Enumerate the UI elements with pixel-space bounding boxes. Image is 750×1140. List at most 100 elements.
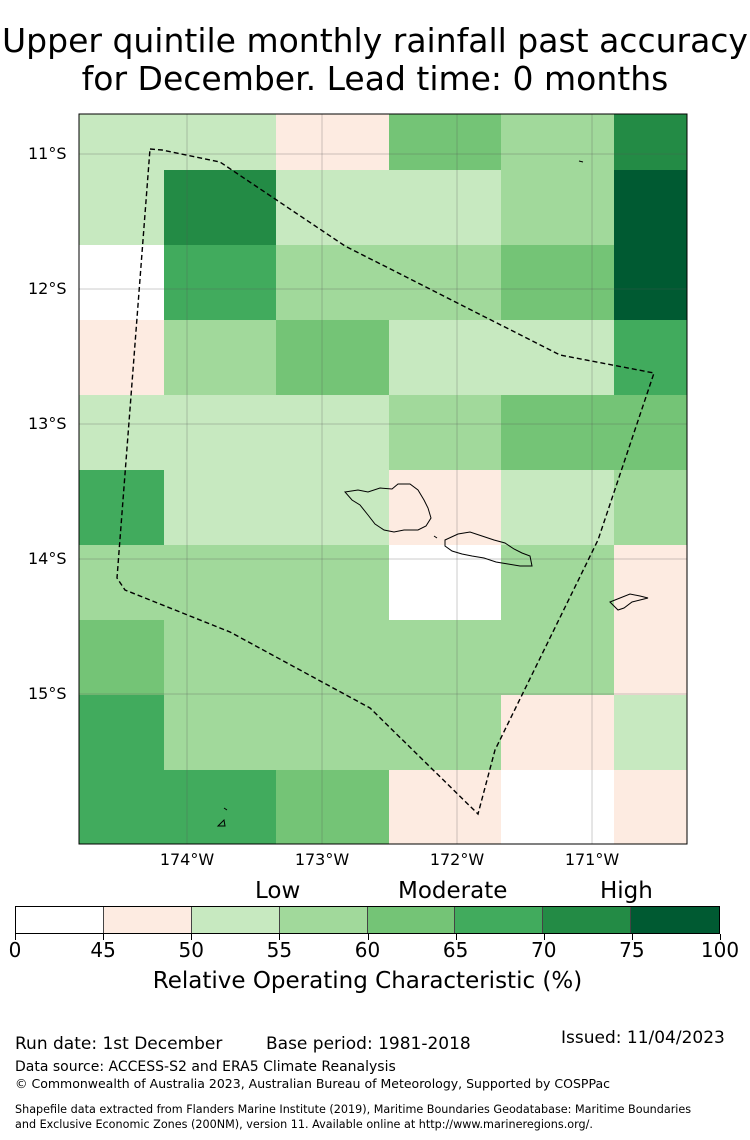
grid-cell <box>501 470 614 545</box>
graticule <box>79 114 687 844</box>
grid-cell <box>164 395 276 470</box>
grid-cell <box>79 620 164 695</box>
grid-cell <box>164 170 276 245</box>
grid-cell <box>501 170 614 245</box>
lat-label-13s: 13°S <box>28 414 67 433</box>
grid-cell <box>276 470 389 545</box>
colorbar-tick <box>543 934 545 940</box>
colorbar-tick-label: 75 <box>619 938 645 962</box>
colorbar <box>15 906 720 934</box>
grid-cell <box>276 620 389 695</box>
colorbar-tick-label: 65 <box>442 938 469 962</box>
grid-cell <box>164 245 276 320</box>
grid-cell <box>501 320 614 395</box>
colorbar-tick <box>631 934 633 940</box>
issued-date: Issued: 11/04/2023 <box>561 1028 725 1048</box>
colorbar-tick <box>367 934 369 940</box>
grid-cell <box>164 695 276 770</box>
chart-title: Upper quintile monthly rainfall past acc… <box>0 22 750 98</box>
lat-label-11s: 11°S <box>28 144 67 163</box>
category-high: High <box>600 878 653 904</box>
grid-cell <box>389 545 501 620</box>
colorbar-tick <box>720 934 721 940</box>
colorbar-segment <box>543 907 632 933</box>
tutuila-island <box>609 593 649 611</box>
colorbar-segment <box>455 907 544 933</box>
grid-cell <box>164 470 276 545</box>
colorbar-tick-label: 60 <box>354 938 381 962</box>
colorbar-tick <box>279 934 281 940</box>
upolu-island <box>444 531 533 567</box>
lon-label-174w: 174°W <box>159 850 215 869</box>
colorbar-segment <box>631 907 719 933</box>
grid-cell <box>276 170 389 245</box>
colorbar-segment <box>279 907 368 933</box>
coastlines <box>216 160 649 827</box>
grid-cell <box>389 695 501 770</box>
grid-cell <box>501 695 614 770</box>
colorbar-segment <box>103 907 192 933</box>
swains-island <box>578 160 584 163</box>
colorbar-segment <box>367 907 456 933</box>
grid-cell <box>276 695 389 770</box>
grid-cell <box>79 245 164 320</box>
grid-cell <box>276 245 389 320</box>
lat-label-15s: 15°S <box>28 684 67 703</box>
grid-cell <box>614 114 687 170</box>
islet <box>433 535 438 539</box>
islet <box>223 807 228 811</box>
grid-cell <box>614 770 687 844</box>
grid-cell <box>276 395 389 470</box>
colorbar-segment <box>191 907 280 933</box>
colorbar-tick-label: 0 <box>8 938 22 962</box>
eez-boundary <box>116 148 655 816</box>
colorbar-tick <box>191 934 193 940</box>
colorbar-tick-label: 70 <box>531 938 557 962</box>
grid-cell <box>79 545 164 620</box>
grid-cell <box>389 114 501 170</box>
grid-cell <box>389 470 501 545</box>
grid-cell <box>164 770 276 844</box>
grid-cell <box>276 320 389 395</box>
shapefile-credit-line-2: and Exclusive Economic Zones (200NM), ve… <box>15 1118 593 1131</box>
grid-cell <box>501 620 614 695</box>
grid-cell <box>614 620 687 695</box>
colorbar-tick-label: 100 <box>700 938 740 962</box>
grid-cell <box>79 695 164 770</box>
grid-cell <box>614 545 687 620</box>
title-line-1: Upper quintile monthly rainfall past acc… <box>2 21 748 60</box>
lat-label-14s: 14°S <box>28 549 67 568</box>
category-moderate: Moderate <box>398 878 508 904</box>
copyright: © Commonwealth of Australia 2023, Austra… <box>15 1076 610 1091</box>
grid-cell <box>501 545 614 620</box>
grid-cell <box>389 245 501 320</box>
colorbar-label: Relative Operating Characteristic (%) <box>152 968 583 994</box>
grid-cell <box>164 545 276 620</box>
lat-label-12s: 12°S <box>28 279 67 298</box>
base-period: Base period: 1981-2018 <box>266 1034 471 1054</box>
grid-cell <box>389 620 501 695</box>
grid-cell <box>389 395 501 470</box>
grid-cell <box>164 620 276 695</box>
grid-cell <box>276 770 389 844</box>
savaii-island <box>344 483 432 533</box>
rose-atoll <box>216 818 226 827</box>
category-low: Low <box>255 878 301 904</box>
grid-cell <box>501 770 614 844</box>
lon-label-173w: 173°W <box>294 850 350 869</box>
grid-cell <box>389 170 501 245</box>
colorbar-tick <box>103 934 105 940</box>
grid-cell <box>79 395 164 470</box>
grid-cell <box>501 395 614 470</box>
colorbar-tick-label: 45 <box>90 938 116 962</box>
grid-cell <box>79 114 164 170</box>
map-plot <box>78 113 688 845</box>
grid-cell <box>389 320 501 395</box>
run-date: Run date: 1st December <box>15 1034 223 1054</box>
lon-label-171w: 171°W <box>564 850 620 869</box>
lon-label-172w: 172°W <box>429 850 485 869</box>
grid-cell <box>276 114 389 170</box>
shapefile-credit-line-1: Shapefile data extracted from Flanders M… <box>15 1103 692 1116</box>
data-source: Data source: ACCESS-S2 and ERA5 Climate … <box>15 1059 396 1075</box>
colorbar-tick <box>15 934 16 940</box>
